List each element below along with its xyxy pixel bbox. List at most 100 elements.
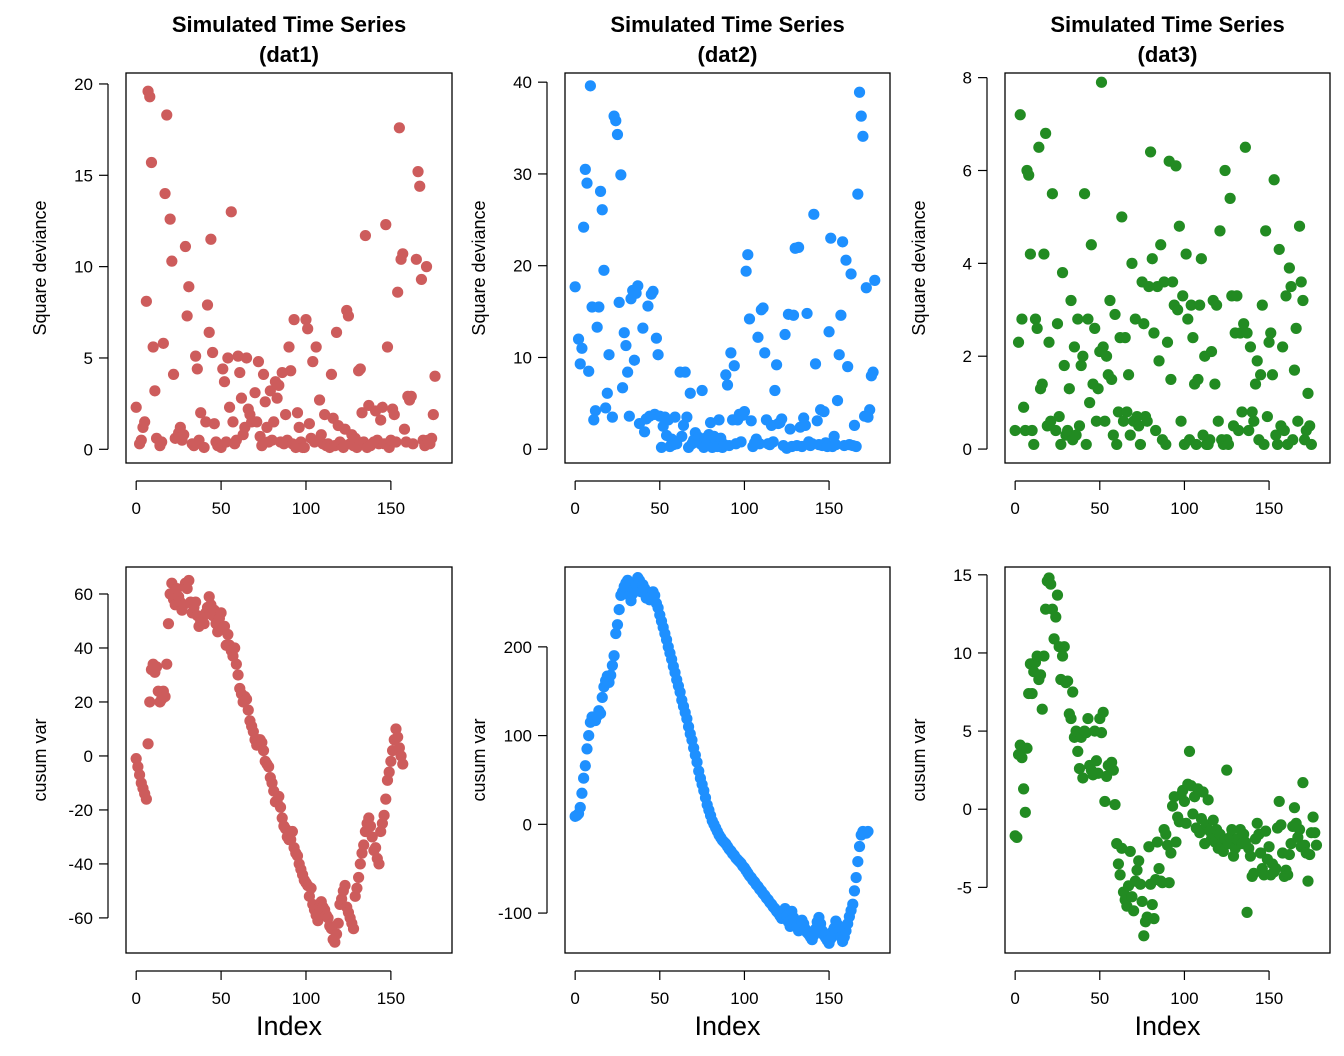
data-point xyxy=(1134,438,1147,451)
data-point xyxy=(1158,276,1170,288)
data-point xyxy=(190,596,202,608)
data-point xyxy=(754,438,766,450)
y-tick-label: 4 xyxy=(963,254,972,273)
y-tick-label: 10 xyxy=(513,348,532,367)
data-point xyxy=(1073,420,1086,432)
data-point xyxy=(1014,109,1026,121)
data-point xyxy=(1045,578,1057,590)
y-tick-label: 60 xyxy=(74,585,93,604)
data-point xyxy=(1285,280,1297,293)
y-tick-label: 10 xyxy=(74,258,93,277)
x-tick-label: 150 xyxy=(1255,499,1283,518)
data-point xyxy=(1288,364,1301,376)
data-point xyxy=(1112,858,1125,870)
chart-title-line: Simulated Time Series xyxy=(610,12,844,37)
data-point xyxy=(293,421,305,433)
data-point xyxy=(583,365,595,377)
data-point xyxy=(1051,589,1064,601)
data-point xyxy=(229,642,241,654)
y-tick-label: 20 xyxy=(74,693,93,712)
data-point xyxy=(1104,294,1116,307)
data-point xyxy=(837,236,849,248)
data-point xyxy=(867,366,879,378)
data-point xyxy=(1185,299,1197,311)
data-point xyxy=(1073,762,1086,775)
y-tick-label: -40 xyxy=(68,855,93,874)
y-tick-label: 0 xyxy=(84,747,93,766)
data-point xyxy=(1063,383,1075,395)
data-point xyxy=(1109,798,1121,811)
data-point xyxy=(1082,313,1094,325)
data-point xyxy=(130,401,142,413)
data-point xyxy=(589,405,602,417)
data-point xyxy=(1210,299,1223,311)
data-point xyxy=(415,273,428,286)
data-point xyxy=(857,130,869,142)
y-tick-label: 0 xyxy=(84,440,93,459)
data-point xyxy=(1297,294,1309,307)
data-point xyxy=(373,858,385,870)
data-point xyxy=(860,282,872,294)
data-point xyxy=(1155,239,1167,251)
series-points xyxy=(1009,76,1317,451)
data-point xyxy=(1026,687,1038,700)
data-point xyxy=(1214,225,1226,237)
data-point xyxy=(354,858,366,870)
panel-4: 0 50 100 150 -60 -40 -20 0 20 40 60 cusum var Index xyxy=(30,566,453,1041)
data-point xyxy=(1111,438,1123,451)
data-point xyxy=(696,384,708,397)
data-point xyxy=(830,439,842,451)
data-point xyxy=(1256,299,1268,311)
data-point xyxy=(1187,332,1199,344)
data-point xyxy=(1070,429,1082,441)
data-point xyxy=(266,434,278,446)
data-point xyxy=(1265,327,1277,339)
chart-title-line: Simulated Time Series xyxy=(1050,12,1284,37)
x-tick-label: 0 xyxy=(131,499,140,518)
data-point xyxy=(579,163,591,175)
y-tick-label: -20 xyxy=(68,801,93,820)
data-point xyxy=(354,363,366,375)
data-point xyxy=(779,328,791,341)
data-point xyxy=(852,856,864,868)
data-point xyxy=(227,416,239,428)
x-tick-label: 150 xyxy=(377,499,405,518)
data-point xyxy=(1082,712,1094,725)
data-point xyxy=(1221,764,1233,776)
data-point xyxy=(1161,336,1174,348)
x-tick-label: 150 xyxy=(377,989,405,1008)
data-point xyxy=(622,366,634,378)
y-tick-label: 0 xyxy=(963,440,972,459)
data-point xyxy=(1136,895,1148,908)
data-point xyxy=(242,704,254,716)
data-point xyxy=(1092,767,1104,779)
data-point xyxy=(1153,863,1165,875)
data-point xyxy=(1109,308,1121,321)
data-point xyxy=(195,407,207,419)
data-point xyxy=(217,363,229,375)
data-point xyxy=(848,419,861,431)
data-point xyxy=(1124,429,1136,441)
y-tick-label: 40 xyxy=(74,639,93,658)
data-point xyxy=(848,885,861,897)
data-point xyxy=(1018,401,1030,413)
data-point xyxy=(632,280,644,292)
data-point xyxy=(853,840,866,853)
panel-2: Simulated Time Series (dat2) 0 50 100 150 0 10 2… xyxy=(469,12,891,518)
data-point xyxy=(1024,248,1036,260)
x-axis-label: Index xyxy=(256,1011,323,1041)
data-point xyxy=(676,430,688,442)
data-point xyxy=(1194,299,1206,311)
data-point xyxy=(1065,712,1077,725)
y-tick-label: -100 xyxy=(498,904,532,923)
data-point xyxy=(603,349,615,361)
y-axis-label: cusum var xyxy=(909,718,929,801)
data-point xyxy=(1261,410,1273,423)
data-point xyxy=(1202,794,1214,806)
data-point xyxy=(191,363,203,375)
data-point xyxy=(1205,345,1218,358)
data-point xyxy=(713,414,725,426)
data-point xyxy=(330,928,343,940)
data-point xyxy=(420,261,433,273)
data-point xyxy=(1133,420,1145,432)
